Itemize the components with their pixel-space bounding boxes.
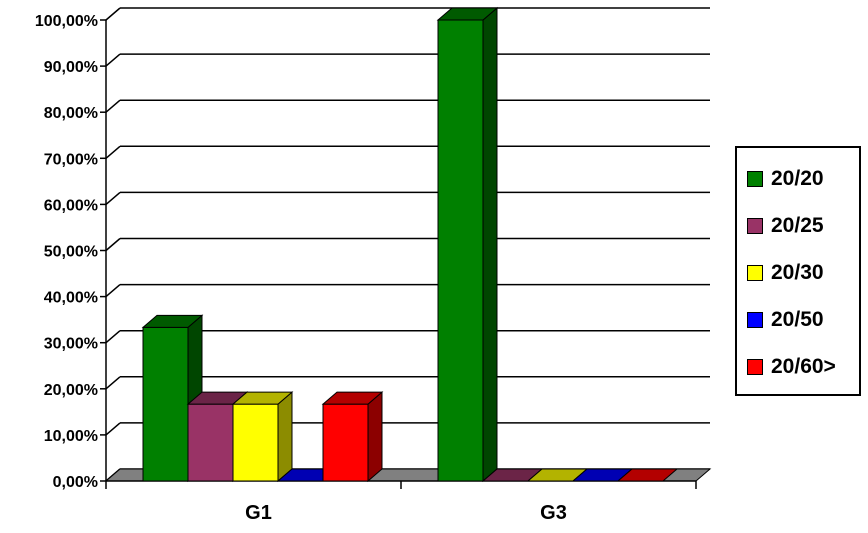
legend-swatch: [747, 171, 763, 187]
gridline-depth: [105, 99, 121, 113]
gridline-depth: [105, 376, 121, 390]
legend-swatch: [747, 312, 763, 328]
legend-label: 20/25: [771, 214, 824, 237]
y-tick-label: 80,00%: [44, 105, 98, 122]
legend-swatch: [747, 265, 763, 281]
gridline-depth: [105, 237, 121, 252]
gridline-depth: [105, 422, 121, 436]
bar: [321, 391, 384, 483]
legend-item: 20/25: [747, 213, 824, 239]
y-tick-label: 40,00%: [44, 290, 98, 307]
y-tick-label: 0,00%: [53, 474, 98, 491]
bars: [141, 6, 679, 483]
legend-swatch: [747, 359, 763, 375]
gridline-depth: [105, 53, 121, 67]
legend-item: 20/50: [747, 307, 824, 333]
x-axis-labels: G1 G3: [245, 502, 567, 524]
gridline-depth: [105, 330, 121, 344]
legend-item: 20/20: [747, 166, 824, 192]
bar: [231, 391, 294, 483]
legend-item: 20/30: [747, 260, 824, 286]
y-tick-label: 10,00%: [44, 428, 98, 445]
y-tick-label: 20,00%: [44, 382, 98, 399]
gridline-depth: [105, 145, 121, 159]
y-tick-label: 30,00%: [44, 336, 98, 353]
bar: [616, 468, 679, 482]
x-category-label: G3: [540, 502, 567, 524]
bar: [436, 6, 499, 483]
x-category-label: G1: [245, 502, 272, 524]
y-tick-label: 60,00%: [44, 197, 98, 214]
gridline-depth: [105, 7, 121, 21]
gridline-depth: [105, 191, 121, 205]
legend-label: 20/60>: [771, 355, 836, 378]
y-tick-label: 100,00%: [35, 13, 98, 30]
legend-swatch: [747, 218, 763, 234]
y-axis-ticks: 0,00% 10,00% 20,00% 30,00% 40,00% 50,00% 60,00…: [35, 13, 106, 491]
gridline-depth: [105, 284, 121, 298]
legend: 20/20 20/25 20/30 20/50 20/60>: [735, 146, 861, 396]
legend-label: 20/50: [771, 308, 824, 331]
y-tick-label: 90,00%: [44, 59, 98, 76]
legend-label: 20/20: [771, 167, 824, 190]
legend-item: 20/60>: [747, 354, 836, 380]
y-tick-label: 50,00%: [44, 244, 98, 261]
y-tick-label: 70,00%: [44, 151, 98, 168]
legend-label: 20/30: [771, 261, 824, 284]
